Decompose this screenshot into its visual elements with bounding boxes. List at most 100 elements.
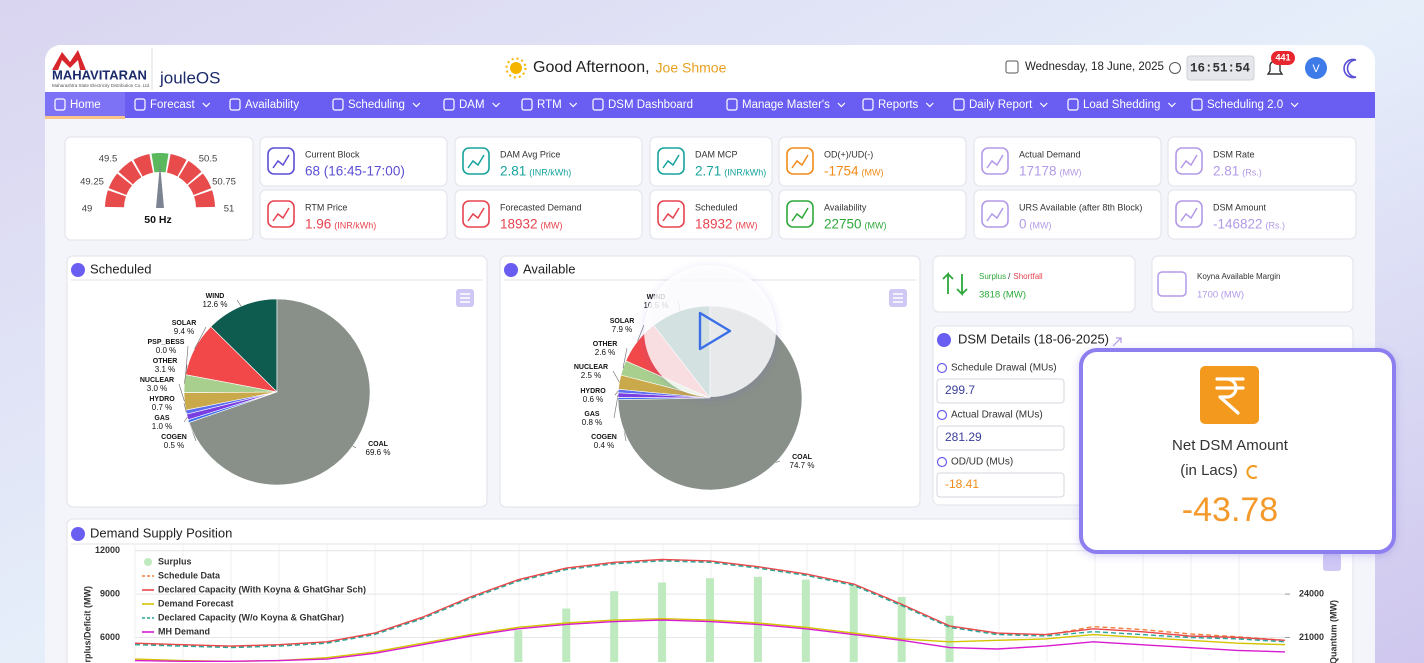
- slice-label: HYDRO: [149, 396, 175, 403]
- slice-value: 12.6 %: [203, 300, 228, 309]
- kpi-unit: (Rs.): [1266, 220, 1286, 230]
- nav-item[interactable]: RTM: [537, 99, 562, 111]
- slice-value: 2.6 %: [595, 348, 615, 357]
- field-icon: [936, 409, 948, 421]
- nav-icon: [521, 98, 533, 111]
- avatar[interactable]: [1305, 57, 1327, 79]
- kpi-unit: (INR/kWh): [724, 167, 766, 177]
- nav-item[interactable]: Availability: [245, 99, 299, 111]
- popup-subtitle: (in Lacs): [1180, 462, 1238, 479]
- nav-item[interactable]: Reports: [878, 99, 919, 111]
- leader-line: [352, 445, 357, 449]
- chevron: [569, 102, 578, 108]
- kpi-icon-detail: [986, 154, 1004, 169]
- y2-axis-label: Quantum (MW): [1328, 600, 1338, 663]
- nav-item[interactable]: DSM Dashboard: [608, 99, 693, 111]
- chevron: [1290, 102, 1299, 108]
- field-box: [936, 425, 1065, 451]
- kpi-label: DAM MCP: [695, 149, 738, 159]
- leader-line: [614, 390, 619, 396]
- kpi-card: [973, 136, 1162, 187]
- avatar-letter: V: [1312, 63, 1320, 75]
- nav-item[interactable]: Scheduling 2.0: [1207, 99, 1283, 111]
- surplus-separator: /: [1008, 272, 1011, 281]
- panel-icon: [937, 333, 951, 347]
- nav-item[interactable]: Manage Master's: [742, 99, 830, 111]
- y2-tick-label: 24000: [1299, 588, 1324, 598]
- nav-item[interactable]: Daily Report: [969, 99, 1033, 111]
- koyna-icon: [1157, 271, 1187, 297]
- brand: MAHAVITARAN: [52, 67, 147, 82]
- field-box: [936, 378, 1065, 404]
- nav-icon: [54, 98, 66, 111]
- slice-label: OTHER: [593, 341, 618, 348]
- gauge-segment: [105, 190, 126, 208]
- leader-line: [184, 364, 188, 384]
- slice-label: SOLAR: [610, 318, 635, 325]
- kpi-value: 68 (16:45-17:00): [305, 164, 405, 179]
- y2-tick-label: 21000: [1299, 632, 1324, 642]
- nav-icon: [229, 98, 241, 111]
- kpi-icon-detail: [1180, 207, 1198, 222]
- surplus-bar: [753, 576, 762, 662]
- nav-item[interactable]: Forecast: [150, 99, 196, 111]
- popup-title: Net DSM Amount: [1172, 437, 1289, 454]
- kpi-unit: (MW): [541, 220, 563, 230]
- gauge-segment: [166, 154, 187, 177]
- koyna-label: Koyna Available Margin: [1197, 272, 1280, 281]
- panel-icon: [504, 263, 518, 277]
- gauge-segment: [118, 160, 142, 185]
- nav-icon: [332, 98, 344, 111]
- slice-label: SOLAR: [172, 320, 197, 327]
- kpi-unit: (INR/kWh): [334, 220, 376, 230]
- koyna-card: [1151, 255, 1354, 313]
- nav-icon: [1191, 98, 1203, 111]
- slice-label: NUCLEAR: [140, 377, 174, 384]
- leader-line: [183, 416, 188, 423]
- field-icon: [936, 456, 948, 468]
- theme-toggle[interactable]: [1343, 58, 1357, 79]
- kpi-value: 2.81: [500, 164, 526, 179]
- leader-line: [622, 347, 628, 368]
- kpi-icon: [267, 147, 295, 175]
- play-button[interactable]: [644, 265, 776, 397]
- sun-icon: [505, 57, 527, 79]
- nav-item[interactable]: Load Shedding: [1083, 99, 1160, 111]
- series-line: [134, 558, 1286, 647]
- slice-label: WIND: [206, 293, 225, 300]
- kpi-icon-detail: [272, 207, 290, 222]
- nav-item[interactable]: DAM: [459, 99, 485, 111]
- clock-icon: [1169, 62, 1181, 74]
- popup-value: -43.78: [1182, 491, 1278, 529]
- nav-item[interactable]: Home: [70, 99, 101, 111]
- kpi-value: 2.71: [695, 164, 721, 179]
- kpi-icon-detail: [662, 154, 680, 169]
- kpi-icon-detail: [986, 207, 1004, 222]
- slice-value: 3.1 %: [155, 365, 175, 374]
- kpi-icon-detail: [467, 207, 485, 222]
- field-icon: [936, 362, 948, 374]
- chart-menu[interactable]: [1323, 553, 1341, 571]
- calendar-icon: [1005, 60, 1019, 74]
- surplus-bar: [801, 579, 810, 662]
- kpi-icon-detail: [1180, 154, 1198, 169]
- user-name: Joe Shmoe: [656, 60, 727, 76]
- kpi-icon: [1175, 200, 1203, 228]
- series-line: [134, 559, 1286, 648]
- panel-icon: [71, 527, 85, 541]
- app-name: jouleOS: [159, 68, 220, 87]
- kpi-icon-detail: [662, 207, 680, 222]
- slice-value: 0.4 %: [594, 441, 614, 450]
- y-tick-label: 6000: [100, 632, 120, 642]
- kpi-icon-detail: [791, 207, 809, 222]
- gauge-label: 49.5: [99, 154, 118, 165]
- nav-item[interactable]: Scheduling: [348, 99, 405, 111]
- chevron: [1039, 102, 1048, 108]
- gauge-label: 49: [82, 204, 93, 215]
- series-line: [134, 617, 1286, 662]
- dsm-title: DSM Details (18-06-2025): [958, 331, 1109, 346]
- field-label: Actual Drawal (MUs): [951, 410, 1043, 421]
- chevron: [837, 102, 846, 108]
- kpi-card: [778, 189, 967, 240]
